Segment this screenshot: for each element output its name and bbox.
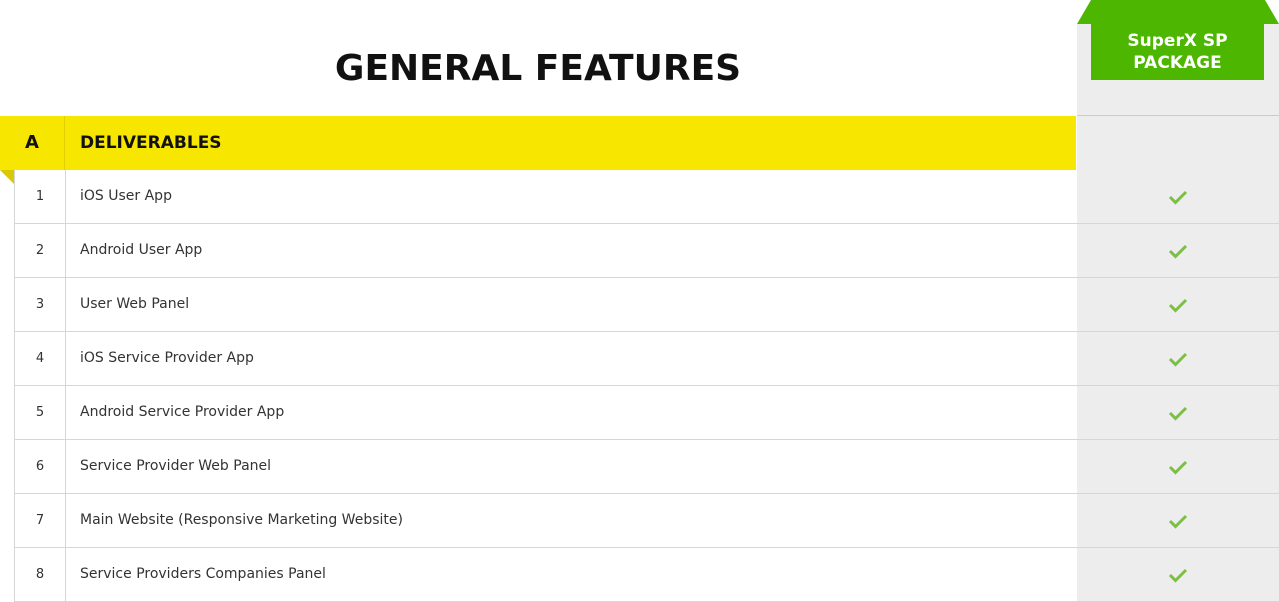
table-row: 8 Service Providers Companies Panel <box>14 548 1279 602</box>
package-label: SuperX SP PACKAGE <box>1127 31 1228 73</box>
section-corner <box>0 170 14 184</box>
divider <box>1077 115 1279 116</box>
check-icon <box>1077 170 1279 223</box>
check-icon <box>1077 440 1279 493</box>
row-number: 1 <box>14 170 66 223</box>
page-title: GENERAL FEATURES <box>334 48 742 89</box>
package-header: SuperX SP PACKAGE <box>1091 24 1264 80</box>
row-number: 8 <box>14 548 66 601</box>
row-number: 4 <box>14 332 66 385</box>
row-number: 5 <box>14 386 66 439</box>
check-icon <box>1077 224 1279 277</box>
check-icon <box>1077 386 1279 439</box>
row-number: 7 <box>14 494 66 547</box>
feature-label: Service Providers Companies Panel <box>80 566 326 582</box>
table-row: 6 Service Provider Web Panel <box>14 440 1279 494</box>
table-row: 5 Android Service Provider App <box>14 386 1279 440</box>
check-icon <box>1077 548 1279 601</box>
table-row: 4 iOS Service Provider App <box>14 332 1279 386</box>
feature-label: Service Provider Web Panel <box>80 458 272 474</box>
row-number: 2 <box>14 224 66 277</box>
check-icon <box>1077 278 1279 331</box>
divider <box>64 116 65 170</box>
table-row: 1 iOS User App <box>14 170 1279 224</box>
package-column <box>1077 24 1279 602</box>
check-icon <box>1077 332 1279 385</box>
feature-label: Android Service Provider App <box>80 404 285 420</box>
section-title: DELIVERABLES <box>80 133 222 153</box>
feature-label: iOS Service Provider App <box>80 350 254 366</box>
section-header <box>0 116 1076 170</box>
row-number: 6 <box>14 440 66 493</box>
package-tab <box>1077 0 1279 24</box>
table-row: 2 Android User App <box>14 224 1279 278</box>
check-icon <box>1077 494 1279 547</box>
row-number: 3 <box>14 278 66 331</box>
feature-label: Android User App <box>80 242 203 258</box>
table-row: 3 User Web Panel <box>14 278 1279 332</box>
section-letter: A <box>25 132 39 153</box>
feature-label: User Web Panel <box>80 296 190 312</box>
feature-label: iOS User App <box>80 188 172 204</box>
table-row: 7 Main Website (Responsive Marketing Web… <box>14 494 1279 548</box>
feature-label: Main Website (Responsive Marketing Websi… <box>80 512 403 528</box>
